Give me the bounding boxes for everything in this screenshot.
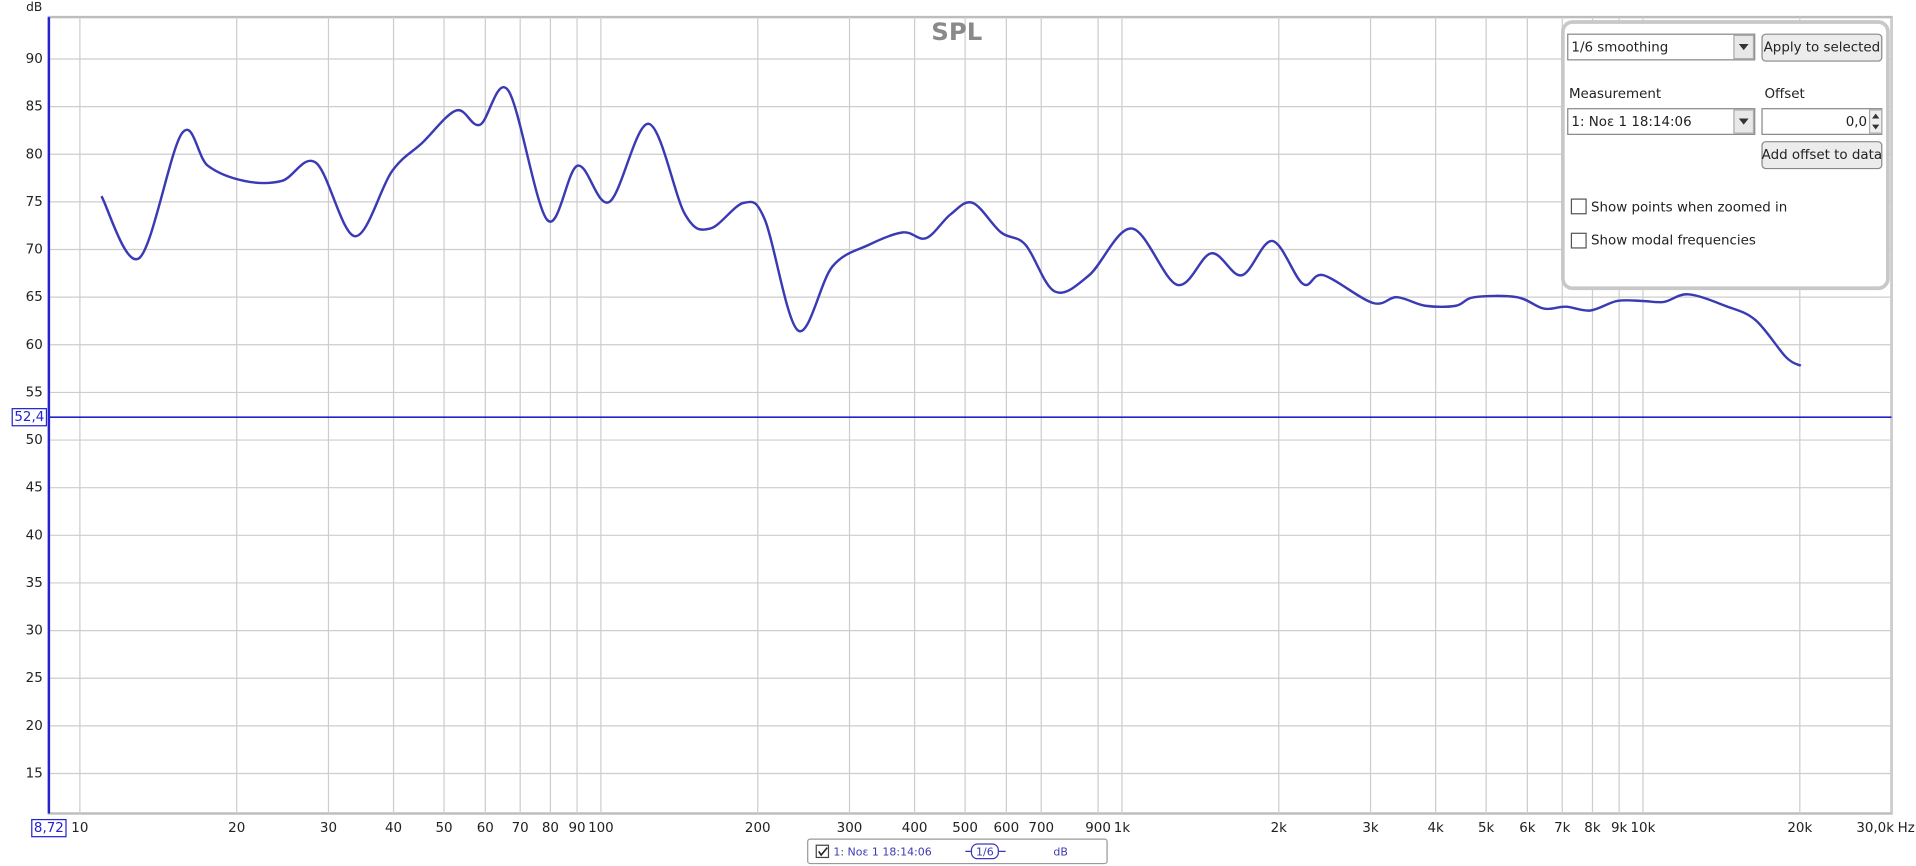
x-tick-label: 5k xyxy=(1478,821,1495,836)
x-tick-label: 600 xyxy=(994,821,1020,836)
offset-label: Offset xyxy=(1764,87,1804,102)
x-tick-label: 100 xyxy=(588,821,614,836)
x-tick-label: 70 xyxy=(512,821,529,836)
x-tick-label: 30 xyxy=(320,821,337,836)
x-tick-label: 700 xyxy=(1028,821,1054,836)
y-tick-label: 30 xyxy=(26,624,43,639)
x-tick-label: 50 xyxy=(436,821,453,836)
apply-button-label: Apply to selected xyxy=(1764,41,1881,56)
x-tick-label: 500 xyxy=(952,821,978,836)
x-tick-label: 1k xyxy=(1114,821,1131,836)
offset-value: 0,0 xyxy=(1846,115,1867,130)
arrow-icon xyxy=(1738,118,1749,125)
check-mark xyxy=(818,847,828,857)
checkbox-label: Show points when zoomed in xyxy=(1591,201,1787,216)
arrow-icon xyxy=(1738,43,1749,51)
x-tick-label: 9k xyxy=(1611,821,1628,836)
y-cursor-label: 52,4 xyxy=(14,410,44,425)
control-panel: 1/6 smoothing Apply to selected Measurem… xyxy=(1561,20,1890,291)
y-tick-label: 25 xyxy=(26,671,43,686)
y-tick-label: 20 xyxy=(26,719,43,734)
y-tick-label: 35 xyxy=(26,576,43,591)
checkbox[interactable] xyxy=(1570,198,1587,215)
x-tick-label: 10k xyxy=(1631,821,1656,836)
legend-series-name: 1: Noε 1 18:14:06 xyxy=(833,846,931,859)
y-tick-label: 85 xyxy=(26,100,43,115)
offset-button-label: Add offset to data xyxy=(1762,148,1882,163)
x-tick-label: 20 xyxy=(228,821,245,836)
smoothing-value: 1/6 smoothing xyxy=(1571,41,1668,56)
x-tick-label: 200 xyxy=(745,821,771,836)
x-tick-label: 2k xyxy=(1271,821,1288,836)
y-tick-label: 90 xyxy=(26,52,43,67)
panel-frame xyxy=(1561,20,1890,291)
y-tick-label: 40 xyxy=(26,528,43,543)
measurement-dropdown[interactable] xyxy=(1567,108,1756,135)
checkbox-label: Show modal frequencies xyxy=(1591,234,1756,249)
smoothing-dropdown[interactable] xyxy=(1567,33,1756,61)
checkbox[interactable] xyxy=(1570,232,1587,249)
x-cursor-label: 8,72 xyxy=(34,821,64,836)
legend-box xyxy=(807,838,1108,865)
x-tick-label: 20k xyxy=(1787,821,1812,836)
x-tick-label: 40 xyxy=(385,821,402,836)
legend-smoothing-box[interactable] xyxy=(970,843,999,860)
x-tick-label: 30,0k xyxy=(1856,821,1894,836)
y-tick-label: 65 xyxy=(26,290,43,305)
offset-spinner[interactable] xyxy=(1761,108,1883,135)
y-tick-label: 50 xyxy=(26,433,43,448)
x-tick-label: 10 xyxy=(71,821,88,836)
y-tick-label: 60 xyxy=(26,338,43,353)
y-tick-label: 45 xyxy=(26,481,43,496)
spinner-icon xyxy=(1872,113,1880,130)
y-tick-label: 70 xyxy=(26,243,43,258)
offset-button[interactable] xyxy=(1761,141,1883,170)
spl-line xyxy=(100,86,1802,367)
apply-button[interactable] xyxy=(1761,33,1883,62)
x-tick-label: 400 xyxy=(902,821,928,836)
y-unit: dB xyxy=(26,0,42,14)
y-tick-label: 15 xyxy=(26,766,43,781)
y-tick-label: 80 xyxy=(26,147,43,162)
measurement-label: Measurement xyxy=(1569,87,1661,102)
legend-unit: dB xyxy=(1053,846,1068,859)
x-tick-label: 8k xyxy=(1584,821,1601,836)
x-tick-label: 900 xyxy=(1085,821,1111,836)
measurement-value: 1: Noε 1 18:14:06 xyxy=(1571,115,1691,130)
x-tick-label: 90 xyxy=(569,821,586,836)
legend: 1: Noε 1 18:14:06 1/6 dB xyxy=(807,838,1108,865)
x-tick-label: 6k xyxy=(1519,821,1536,836)
x-tick-label: 7k xyxy=(1554,821,1571,836)
cursor-label-box xyxy=(11,408,48,427)
x-tick-label: 80 xyxy=(542,821,559,836)
x-tick-label: 300 xyxy=(837,821,863,836)
cursor-label-box xyxy=(31,818,67,838)
legend-smoothing: 1/6 xyxy=(976,846,994,859)
x-tick-label: 3k xyxy=(1362,821,1379,836)
x-tick-label: 60 xyxy=(477,821,494,836)
chart-title: SPL xyxy=(931,17,982,46)
y-tick-label: 55 xyxy=(26,385,43,400)
spinner-buttons[interactable] xyxy=(1868,109,1883,134)
x-unit: Hz xyxy=(1898,821,1915,836)
legend-checkbox[interactable] xyxy=(815,844,830,859)
x-tick-label: 4k xyxy=(1427,821,1444,836)
y-tick-label: 75 xyxy=(26,195,43,210)
